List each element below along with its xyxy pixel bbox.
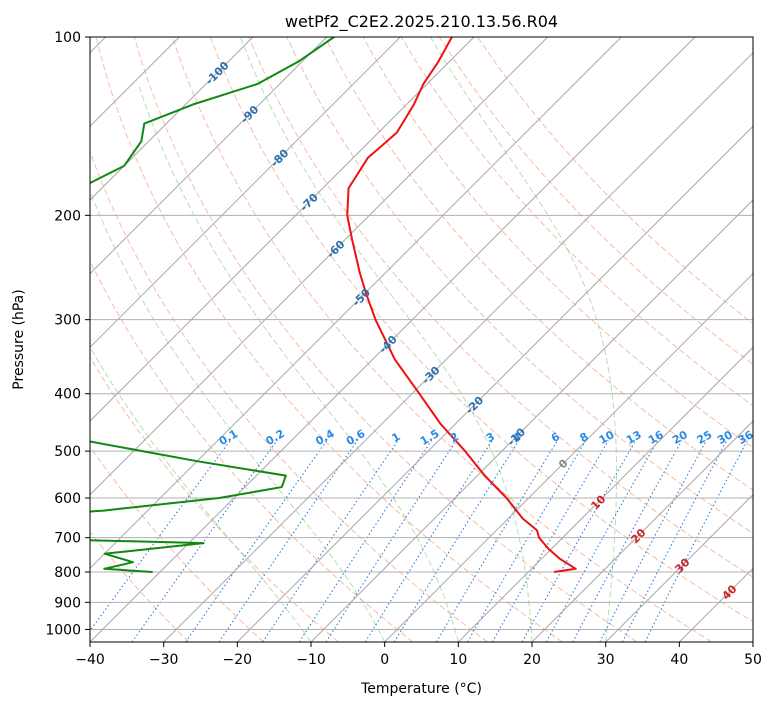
mixing-ratio-line [262,440,399,642]
x-axis-title: Temperature (°C) [360,681,482,697]
y-tick-label: 300 [54,313,81,329]
mixing-ratio-line [364,440,493,642]
moist-adiabat [90,345,312,642]
x-tick-label: 30 [597,652,615,668]
background-lines [90,37,753,642]
y-axis-title: Pressure (hPa) [11,289,27,389]
moist-adiabat [430,37,618,642]
x-tick-label: 50 [744,652,762,668]
profile-lines [90,37,577,574]
mixing-ratio-line [644,440,748,642]
moist-adiabat [137,83,459,642]
y-tick-label: 600 [54,491,81,507]
isotherm-gridline [90,37,254,201]
x-tick-label: −10 [296,652,326,668]
dry-adiabat [90,531,190,642]
dry-adiabat [133,37,638,642]
mixing-ratio-line [435,440,558,642]
x-tick-label: 0 [380,652,389,668]
x-tick-label: −40 [75,652,105,668]
mixing-ratio-line [325,440,457,642]
dry-adiabat [400,37,753,407]
isotherm-gridline [90,37,401,349]
y-tick-label: 200 [54,208,81,224]
isotherm-gridline [90,37,328,275]
dry-adiabat [210,37,753,623]
profile-line-1 [346,37,577,574]
mixing-ratio-line [90,440,231,632]
isotherm-gridline [605,493,753,642]
profile-line-2 [90,37,335,574]
x-tick-label: 20 [523,652,541,668]
dry-adiabat [90,356,339,642]
mixing-ratio-line [467,440,587,642]
y-tick-label: 900 [54,595,81,611]
mixing-ratio-line [298,440,432,642]
mixing-ratio-line [131,440,278,642]
isotherm-gridline [90,37,475,422]
mixing-ratio-line [545,440,659,642]
mixing-ratio-line [218,440,358,642]
isotherm-gridline [384,272,753,642]
dry-adiabat [95,37,563,642]
x-tick-label: 40 [670,652,688,668]
moist-adiabat [239,37,533,642]
plot-frame [89,36,754,643]
isotherm-gridline [90,37,696,642]
y-tick-label: 100 [54,30,81,46]
mixing-ratio-line [521,440,637,642]
x-tick-label: −20 [223,652,253,668]
x-axis: −40 −30 −20 −10 0 10 20 30 40 50 [75,642,762,668]
y-tick-label: 700 [54,531,81,547]
isotherm-gridline [310,199,753,642]
y-axis: 100 200 300 400 500 600 700 800 900 1000 [45,30,90,638]
isotherm-gridline [163,51,753,642]
y-tick-label: 800 [54,565,81,581]
y-tick-label: 1000 [45,622,81,638]
isotherm-gridline [236,125,753,642]
y-tick-label: 400 [54,387,81,403]
plot-area [90,37,753,642]
isotherm-gridline [457,346,753,642]
x-tick-label: −30 [149,652,179,668]
dry-adiabat [439,37,753,366]
y-tick-label: 500 [54,444,81,460]
chart-title: wetPf2_C2E2.2025.210.13.56.R04 [285,12,558,32]
mixing-ratio-line [185,440,328,642]
mixing-ratio-line [572,440,683,642]
dry-adiabat [248,37,753,578]
mixing-ratio-label: 36 [736,428,756,447]
isotherm-gridline [531,420,753,642]
dry-adiabat [90,150,488,642]
isotherm-gridline [90,37,549,496]
dry-adiabat [90,445,264,642]
x-tick-label: 10 [449,652,467,668]
